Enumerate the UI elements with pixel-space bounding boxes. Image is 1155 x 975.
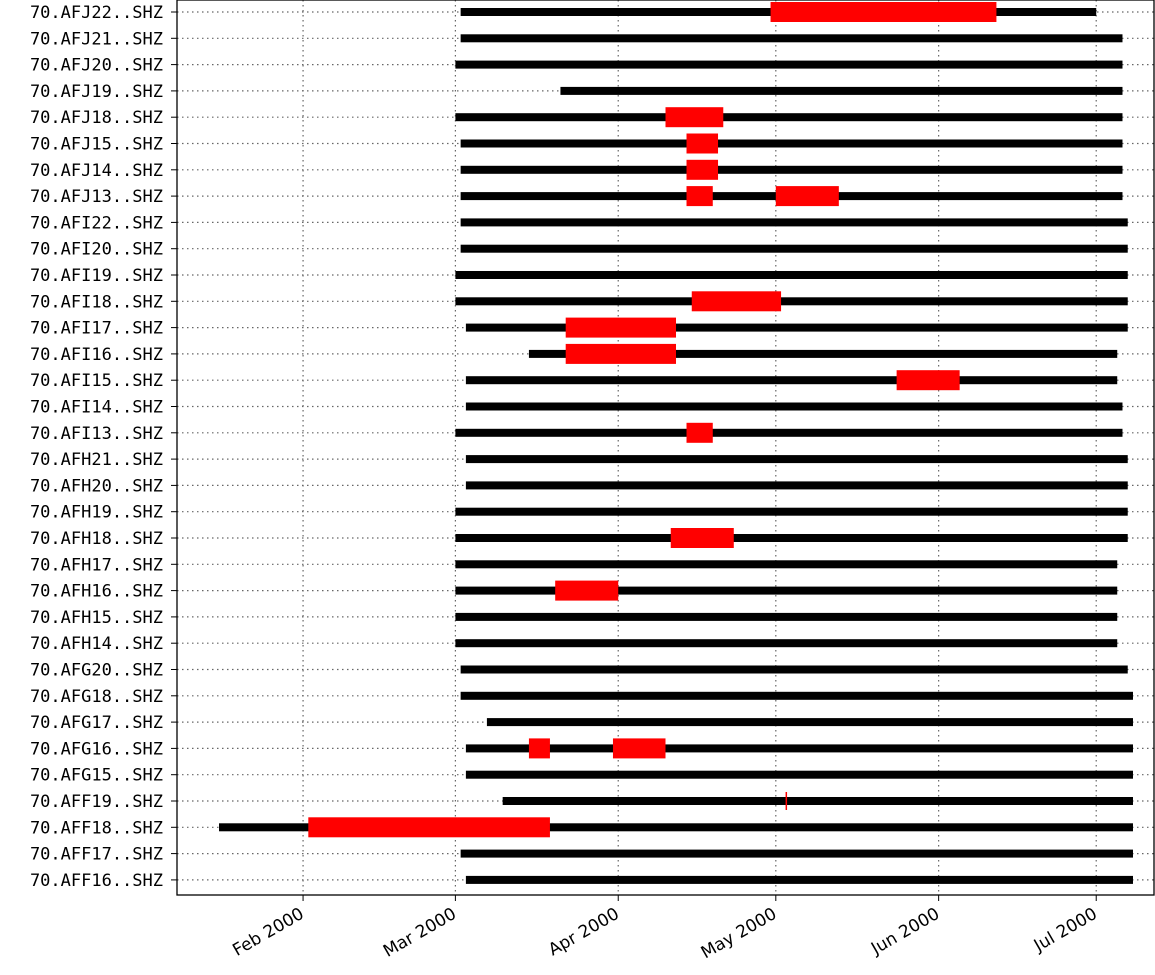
data-bar — [465, 376, 1118, 385]
station-label: 70.AFG16..SHZ — [30, 739, 163, 759]
station-label: 70.AFI17..SHZ — [30, 319, 163, 339]
station-label: 70.AFI20..SHZ — [30, 240, 163, 260]
station-label: 70.AFJ18..SHZ — [30, 108, 163, 128]
station-label: 70.AFI22..SHZ — [30, 213, 163, 233]
x-tick-label: May 2000 — [698, 904, 781, 963]
gap-marker — [896, 370, 960, 391]
x-tick-label: Apr 2000 — [545, 904, 623, 960]
data-bar — [455, 507, 1128, 516]
gap-marker — [565, 343, 677, 364]
gap-marker — [670, 528, 734, 548]
station-label: 70.AFI18..SHZ — [30, 292, 163, 312]
station-label: 70.AFG17..SHZ — [30, 713, 163, 733]
gap-marker — [691, 291, 782, 312]
data-bar — [455, 534, 1128, 542]
station-label: 70.AFJ22..SHZ — [30, 3, 163, 23]
station-label: 70.AFG20..SHZ — [30, 661, 163, 681]
gap-marker — [686, 133, 719, 154]
gap-marker — [686, 186, 713, 207]
data-bar — [502, 797, 1133, 805]
x-tick-label: Feb 2000 — [229, 904, 307, 961]
data-bar — [455, 60, 1123, 69]
data-bar — [460, 665, 1128, 674]
data-bar — [460, 244, 1128, 253]
data-bars — [219, 8, 1133, 884]
station-label: 70.AFH21..SHZ — [30, 450, 163, 470]
x-axis: Feb 2000 Mar 2000 Apr 2000 May 2000 Jun 2000… — [229, 895, 1101, 963]
station-label: 70.AFJ20..SHZ — [30, 56, 163, 76]
station-label: 70.AFF16..SHZ — [30, 871, 163, 891]
data-bar — [560, 86, 1123, 95]
gap-marker — [686, 422, 713, 443]
data-bar — [460, 849, 1133, 858]
data-bar — [455, 586, 1118, 595]
station-label: 70.AFJ13..SHZ — [30, 187, 163, 207]
station-label: 70.AFG15..SHZ — [30, 766, 163, 786]
station-label: 70.AFF18..SHZ — [30, 818, 163, 838]
data-bar — [455, 612, 1118, 621]
station-label: 70.AFF19..SHZ — [30, 792, 163, 812]
data-bar — [528, 349, 1118, 358]
x-tick-label: Mar 2000 — [380, 904, 460, 962]
station-label: 70.AFH19..SHZ — [30, 503, 163, 523]
station-label: 70.AFJ14..SHZ — [30, 161, 163, 181]
gap-marker — [612, 738, 666, 759]
station-label: 70.AFI14..SHZ — [30, 398, 163, 418]
gap-marker — [686, 159, 719, 180]
station-label: 70.AFH17..SHZ — [30, 555, 163, 575]
station-label: 70.AFF17..SHZ — [30, 845, 163, 865]
data-bar — [465, 744, 1133, 753]
station-label: 70.AFH14..SHZ — [30, 634, 163, 654]
data-bar — [455, 271, 1128, 279]
data-bar — [455, 297, 1128, 306]
station-label: 70.AFJ15..SHZ — [30, 135, 163, 155]
station-label: 70.AFG18..SHZ — [30, 687, 163, 707]
data-bar — [465, 402, 1123, 411]
data-bar — [486, 718, 1133, 727]
data-bar — [465, 323, 1128, 332]
station-label: 70.AFH16..SHZ — [30, 582, 163, 602]
station-label: 70.AFI19..SHZ — [30, 266, 163, 286]
x-tick-label: Jul 2000 — [1030, 904, 1101, 956]
data-bar — [455, 113, 1123, 122]
data-bar — [465, 875, 1133, 884]
x-tick-label: Jun 2000 — [867, 904, 943, 959]
gap-marker — [775, 186, 839, 207]
gap-marker — [308, 817, 550, 838]
gap-marker — [528, 738, 550, 759]
station-label: 70.AFJ21..SHZ — [30, 29, 163, 49]
gap-marker — [665, 107, 724, 128]
gap-marker — [555, 580, 619, 601]
data-bar — [455, 560, 1118, 569]
data-bar — [460, 218, 1128, 227]
gap-marker — [770, 2, 997, 22]
plot-frame — [176, 0, 1155, 896]
station-label: 70.AFI13..SHZ — [30, 424, 163, 444]
data-bar — [460, 34, 1123, 43]
grid-lines — [177, 0, 1154, 895]
station-label: 70.AFI16..SHZ — [30, 345, 163, 365]
data-bar — [465, 770, 1133, 779]
data-bar — [465, 455, 1128, 464]
gap-markers — [308, 2, 997, 838]
data-bar — [460, 165, 1123, 174]
station-label: 70.AFH15..SHZ — [30, 608, 163, 628]
data-bar — [455, 428, 1123, 437]
data-bar — [219, 823, 1133, 832]
data-bar — [460, 691, 1133, 700]
data-bar — [460, 139, 1123, 148]
gap-marker — [565, 317, 677, 338]
station-label: 70.AFJ19..SHZ — [30, 82, 163, 102]
data-bar — [465, 481, 1128, 490]
station-label: 70.AFH20..SHZ — [30, 476, 163, 496]
station-label: 70.AFI15..SHZ — [30, 371, 163, 391]
station-label: 70.AFH18..SHZ — [30, 529, 163, 549]
y-axis: 70.AFJ22..SHZ 70.AFJ21..SHZ 70.AFJ20..SHZ 7… — [30, 3, 177, 891]
data-bar — [455, 639, 1118, 648]
